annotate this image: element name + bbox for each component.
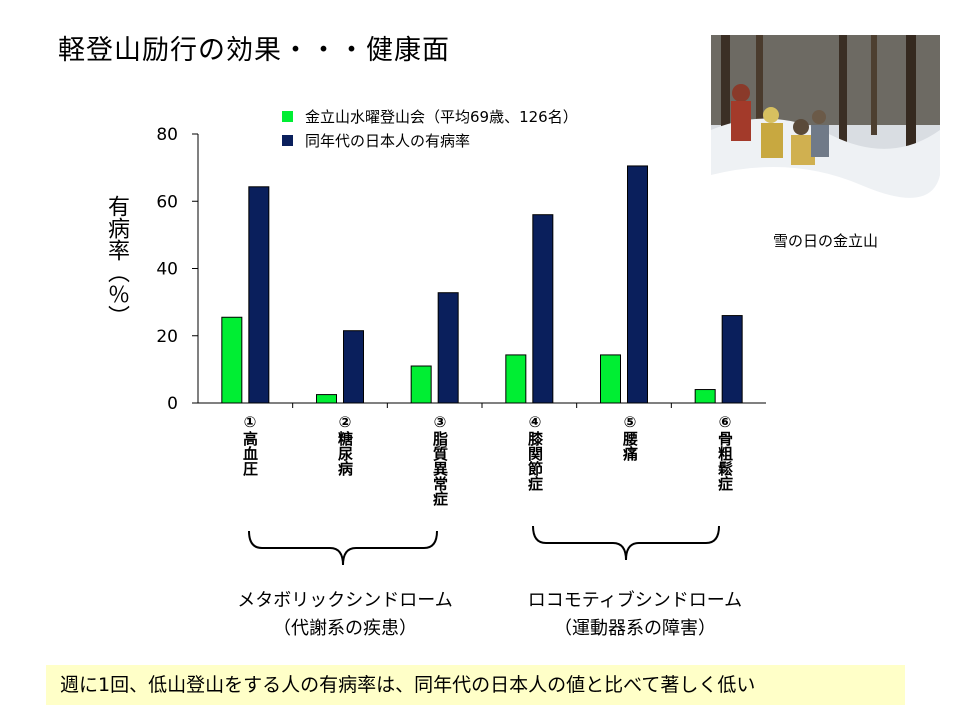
bar-series1 [694,389,716,404]
y-tick-label: 60 [156,192,178,212]
category-label: ②糖尿病 [336,413,354,476]
metabolic-syndrome-title: メタボリックシンドローム [237,590,453,611]
bar-series1 [505,354,527,404]
bar-series2 [627,165,648,404]
metabolic-syndrome-subtitle: （代謝系の疾患） [273,618,417,639]
y-tick-label: 80 [156,125,178,145]
bar-series1 [600,354,621,404]
legend-entry-series2: 同年代の日本人の有病率 [282,128,578,152]
snowy-mountain-photo [711,35,940,220]
locomotive-syndrome-label: ロコモティブシンドローム （運動器系の障害） [505,587,765,643]
legend-swatch-series2 [282,134,293,146]
category-label: ④膝関節症 [526,413,544,491]
category-label: ③脂質異常症 [431,413,449,506]
page-title: 軽登山励行の効果・・・健康面 [58,35,450,66]
y-tick-label: 40 [156,260,178,280]
bar-series1 [316,394,337,404]
bar-series2 [248,186,270,404]
bar-series2 [532,214,554,404]
y-tick-label: 20 [156,327,178,347]
legend-label-series2: 同年代の日本人の有病率 [305,131,471,150]
bar-series1 [410,365,432,404]
category-label: ①高血圧 [241,413,259,476]
legend-entry-series1: 金立山水曜登山会（平均69歳、126名） [282,104,578,128]
y-tick-label: 0 [167,394,178,414]
locomotive-brace [532,525,720,561]
bar-series2 [343,330,364,404]
snowy-mountain-photo-drawing [711,35,940,220]
photo-caption: 雪の日の金立山 [772,232,878,250]
locomotive-syndrome-subtitle: （運動器系の障害） [554,618,716,639]
conclusion-banner: 週に1回、低山登山をする人の有病率は、同年代の日本人の値と比べて著しく低い [46,665,905,705]
category-label: ⑥骨粗鬆症 [716,413,734,491]
legend-swatch-series1 [282,110,293,122]
y-axis-label: 有病率（％） [104,195,129,327]
bar-series2 [437,292,459,404]
bar-series2 [721,315,743,404]
legend-label-series1: 金立山水曜登山会（平均69歳、126名） [305,107,578,126]
metabolic-brace [248,530,438,566]
bar-series1 [221,316,243,404]
category-label: ⑤腰痛 [621,413,639,461]
chart-legend: 金立山水曜登山会（平均69歳、126名） 同年代の日本人の有病率 [282,104,578,152]
metabolic-syndrome-label: メタボリックシンドローム （代謝系の疾患） [215,587,475,643]
locomotive-syndrome-title: ロコモティブシンドローム [527,590,743,611]
